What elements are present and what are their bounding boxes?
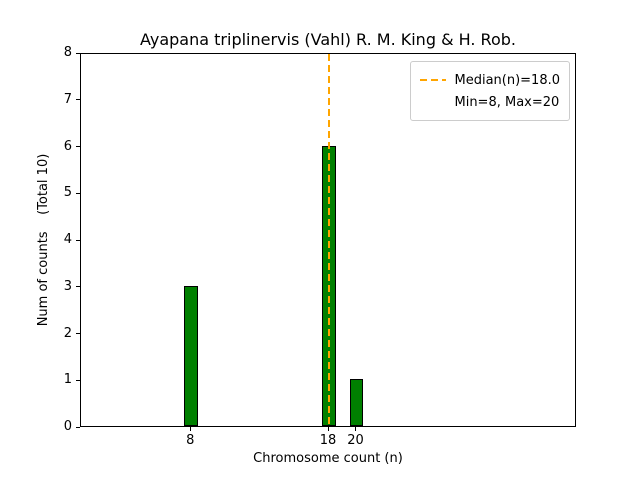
y-tick-label-1: 1 bbox=[63, 372, 72, 388]
legend: Median(n)=18.0 Min=8, Max=20 bbox=[410, 61, 570, 121]
x-tick-mark-20 bbox=[355, 427, 357, 431]
y-tick-mark-2 bbox=[76, 333, 80, 334]
x-tick-mark-8 bbox=[189, 427, 191, 431]
y-tick-label-7: 7 bbox=[63, 91, 72, 107]
x-tick-label-18: 18 bbox=[319, 433, 337, 448]
y-tick-label-6: 6 bbox=[63, 138, 72, 154]
legend-entry-minmax: Min=8, Max=20 bbox=[420, 91, 560, 113]
x-axis-label: Chromosome count (n) bbox=[253, 451, 403, 466]
legend-entry-median: Median(n)=18.0 bbox=[420, 69, 560, 91]
y-tick-label-4: 4 bbox=[63, 232, 72, 247]
y-tick-mark-1 bbox=[76, 379, 80, 381]
y-tick-label-2: 2 bbox=[63, 325, 72, 341]
bar-n20 bbox=[349, 379, 364, 426]
y-tick-label-0: 0 bbox=[63, 419, 72, 434]
legend-minmax-label: Min=8, Max=20 bbox=[454, 94, 560, 110]
y-tick-label-5: 5 bbox=[63, 185, 72, 201]
legend-handle-spacer bbox=[420, 101, 446, 103]
y-tick-mark-4 bbox=[76, 239, 80, 241]
x-tick-label-20: 20 bbox=[347, 433, 364, 448]
y-tick-mark-6 bbox=[76, 146, 80, 147]
plot-area: Median(n)=18.0 Min=8, Max=20 bbox=[80, 53, 576, 427]
x-tick-mark-18 bbox=[327, 427, 329, 431]
y-tick-mark-0 bbox=[76, 426, 80, 428]
chart-title: Ayapana triplinervis (Vahl) R. M. King &… bbox=[140, 30, 516, 49]
median-line bbox=[328, 54, 330, 426]
bar-n8 bbox=[184, 285, 199, 426]
median-dash-swatch-icon bbox=[420, 79, 447, 81]
y-tick-mark-7 bbox=[76, 99, 80, 101]
y-tick-label-3: 3 bbox=[63, 278, 72, 294]
legend-median-label: Median(n)=18.0 bbox=[454, 72, 560, 88]
y-tick-mark-5 bbox=[76, 192, 80, 194]
y-tick-mark-8 bbox=[76, 52, 80, 54]
y-tick-mark-3 bbox=[76, 286, 80, 288]
x-tick-label-8: 8 bbox=[186, 433, 195, 448]
y-tick-label-8: 8 bbox=[63, 45, 72, 60]
